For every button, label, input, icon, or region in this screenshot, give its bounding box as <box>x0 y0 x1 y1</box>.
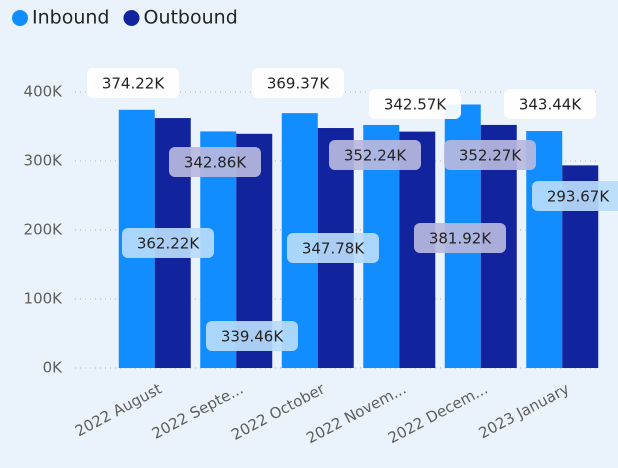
data-label-box <box>414 223 506 253</box>
data-label: 339.46K <box>221 328 284 346</box>
data-label: 352.24K <box>344 147 407 165</box>
data-label: 352.27K <box>459 147 522 165</box>
legend-label: Inbound <box>32 7 109 29</box>
data-label: 347.78K <box>302 240 365 258</box>
data-label-box <box>532 181 618 211</box>
data-label: 369.37K <box>267 75 330 93</box>
legend-label: Outbound <box>143 7 237 29</box>
y-tick-label: 300K <box>24 152 64 170</box>
data-label-box <box>206 321 298 351</box>
data-label-box <box>169 147 261 177</box>
y-tick-label: 400K <box>24 83 64 101</box>
data-label: 342.86K <box>184 154 247 172</box>
data-label-box <box>87 68 179 98</box>
x-tick-label: 2023 January <box>476 380 573 443</box>
data-label: 293.67K <box>547 188 610 206</box>
data-label: 381.92K <box>429 230 492 248</box>
legend-marker <box>123 10 140 26</box>
y-tick-label: 0K <box>43 359 64 377</box>
data-label-box <box>252 68 344 98</box>
y-tick-label: 200K <box>24 221 64 239</box>
data-label-box <box>287 233 379 263</box>
data-label: 374.22K <box>102 75 165 93</box>
data-label: 343.44K <box>519 96 582 114</box>
data-label-box <box>122 228 214 258</box>
y-tick-label: 100K <box>24 290 64 308</box>
data-label: 362.22K <box>137 235 200 253</box>
data-label: 342.57K <box>384 96 447 114</box>
bar <box>526 131 563 368</box>
data-label-box <box>444 140 536 170</box>
legend-marker <box>12 10 28 26</box>
data-label-box <box>369 89 461 119</box>
data-label-box <box>329 140 421 170</box>
data-label-box <box>504 89 596 119</box>
